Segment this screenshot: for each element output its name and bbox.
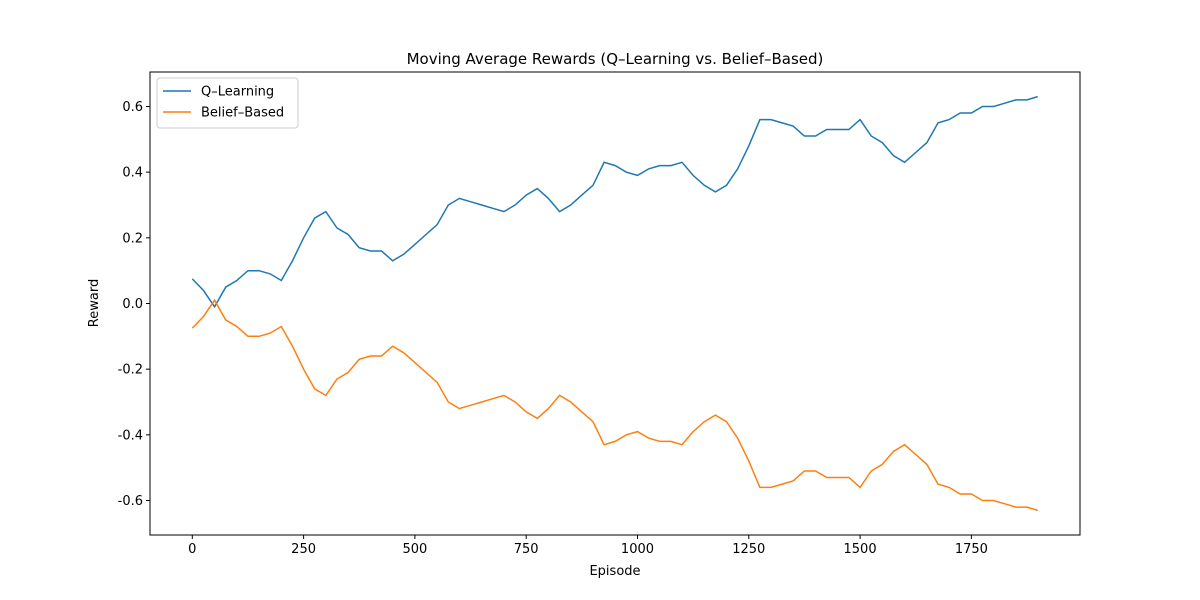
y-tick-label: 0.2	[122, 231, 143, 246]
legend-box	[156, 77, 299, 129]
x-tick-label: 750	[514, 542, 539, 557]
y-tick-label: 0.6	[122, 100, 143, 115]
plot-frame	[149, 71, 1081, 536]
legend-label: Belief–Based	[201, 106, 284, 121]
x-tick-label: 1750	[955, 542, 988, 557]
y-tick-label: -0.6	[118, 494, 143, 509]
line-series	[191, 95, 1038, 309]
chart-title: Moving Average Rewards (Q–Learning vs. B…	[407, 50, 824, 68]
legend-label: Q–Learning	[201, 85, 274, 100]
x-tick-label: 500	[402, 542, 427, 557]
x-tick-label: 1000	[621, 542, 654, 557]
y-tick-label: 0.0	[122, 297, 143, 312]
y-tick-label: -0.4	[118, 428, 143, 443]
x-tick-label: 1250	[732, 542, 765, 557]
x-tick-label: 1500	[844, 542, 877, 557]
y-tick-label: -0.2	[118, 363, 143, 378]
y-tick-label: 0.4	[122, 166, 143, 181]
y-axis-label: Reward	[87, 279, 102, 327]
x-tick-label: 250	[291, 542, 316, 557]
x-tick-label: 0	[188, 542, 196, 557]
x-axis-label: Episode	[589, 564, 640, 579]
line-series	[191, 298, 1038, 512]
